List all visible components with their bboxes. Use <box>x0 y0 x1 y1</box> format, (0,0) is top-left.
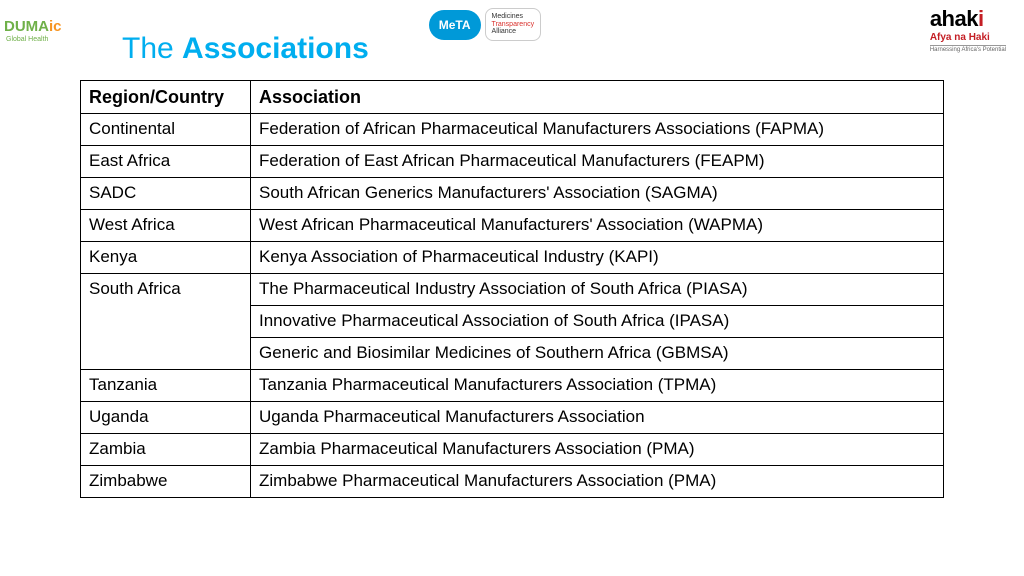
meta-line1: Medicines <box>492 13 535 21</box>
cell-region: SADC <box>81 178 251 210</box>
cell-association: Uganda Pharmaceutical Manufacturers Asso… <box>251 401 944 433</box>
cell-association: Federation of African Pharmaceutical Man… <box>251 114 944 146</box>
dumaic-suffix: ic <box>49 18 62 35</box>
cell-association: The Pharmaceutical Industry Association … <box>251 273 944 305</box>
table-row: West AfricaWest African Pharmaceutical M… <box>81 210 944 242</box>
page-title: The Associations <box>122 32 369 66</box>
cell-region: East Africa <box>81 146 251 178</box>
dumaic-subtitle: Global Health <box>6 36 62 43</box>
table-row: ZambiaZambia Pharmaceutical Manufacturer… <box>81 433 944 465</box>
cell-association: Zimbabwe Pharmaceutical Manufacturers As… <box>251 465 944 497</box>
header-region: Region/Country <box>81 81 251 114</box>
table-row: East AfricaFederation of East African Ph… <box>81 146 944 178</box>
associations-table-wrap: Region/Country Association ContinentalFe… <box>80 80 944 498</box>
cell-region: Continental <box>81 114 251 146</box>
table-header-row: Region/Country Association <box>81 81 944 114</box>
title-part2: Associations <box>182 32 369 65</box>
table-row: TanzaniaTanzania Pharmaceutical Manufact… <box>81 369 944 401</box>
dumaic-prefix: DUMA <box>4 18 49 35</box>
meta-badge: MeTA <box>429 10 481 40</box>
cell-region: Zambia <box>81 433 251 465</box>
cell-association: Zambia Pharmaceutical Manufacturers Asso… <box>251 433 944 465</box>
cell-region: Zimbabwe <box>81 465 251 497</box>
cell-association: Tanzania Pharmaceutical Manufacturers As… <box>251 369 944 401</box>
header-association: Association <box>251 81 944 114</box>
associations-table: Region/Country Association ContinentalFe… <box>80 80 944 498</box>
cell-region: South Africa <box>81 273 251 369</box>
ahaki-subtitle: Afya na Haki <box>930 32 1006 43</box>
meta-line3: Alliance <box>492 28 535 36</box>
ahaki-red: i <box>978 6 984 31</box>
ahaki-main: ahaki <box>930 6 1006 32</box>
cell-association: South African Generics Manufacturers' As… <box>251 178 944 210</box>
cell-region: Kenya <box>81 242 251 274</box>
cell-association: West African Pharmaceutical Manufacturer… <box>251 210 944 242</box>
table-row: ContinentalFederation of African Pharmac… <box>81 114 944 146</box>
title-part1: The <box>122 32 182 65</box>
cell-association: Innovative Pharmaceutical Association of… <box>251 305 944 337</box>
ahaki-logo: ahaki Afya na Haki Harnessing Africa's P… <box>930 6 1006 53</box>
cell-region: West Africa <box>81 210 251 242</box>
meta-line2: Transparency <box>492 21 535 29</box>
cell-association: Generic and Biosimilar Medicines of Sout… <box>251 337 944 369</box>
cell-association: Federation of East African Pharmaceutica… <box>251 146 944 178</box>
meta-logo: MeTA Medicines Transparency Alliance <box>429 8 541 41</box>
table-row: ZimbabweZimbabwe Pharmaceutical Manufact… <box>81 465 944 497</box>
dumaic-logo: DUMAic Global Health <box>4 6 114 54</box>
table-row: South AfricaThe Pharmaceutical Industry … <box>81 273 944 305</box>
table-row: KenyaKenya Association of Pharmaceutical… <box>81 242 944 274</box>
table-row: SADCSouth African Generics Manufacturers… <box>81 178 944 210</box>
ahaki-tagline: Harnessing Africa's Potential <box>930 45 1006 53</box>
cell-association: Kenya Association of Pharmaceutical Indu… <box>251 242 944 274</box>
table-row: UgandaUganda Pharmaceutical Manufacturer… <box>81 401 944 433</box>
cell-region: Uganda <box>81 401 251 433</box>
meta-text: Medicines Transparency Alliance <box>485 8 542 41</box>
header: DUMAic Global Health The Associations Me… <box>0 0 1024 68</box>
ahaki-black: ahak <box>930 6 978 31</box>
title-wrap: The Associations <box>122 32 369 66</box>
cell-region: Tanzania <box>81 369 251 401</box>
